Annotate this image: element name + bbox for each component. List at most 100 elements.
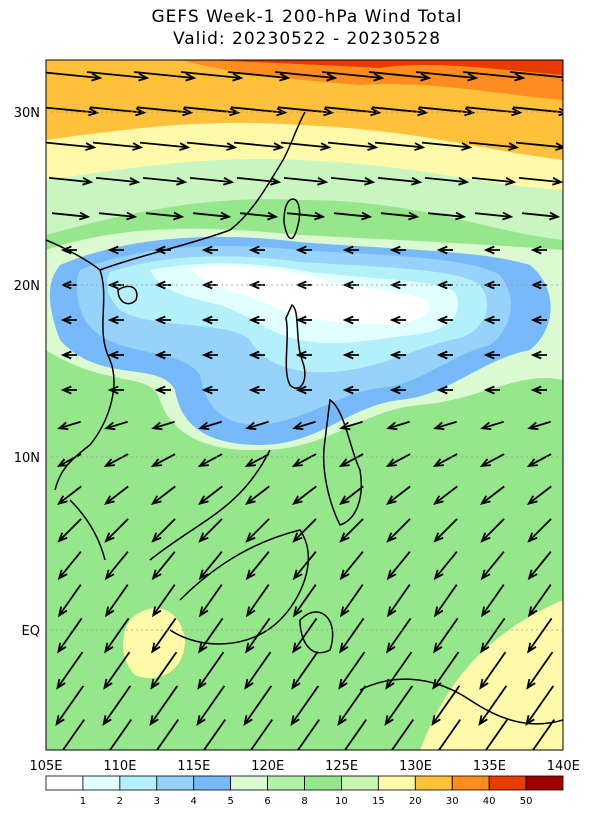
wind-arrow (155, 719, 179, 750)
wind-arrow (339, 420, 363, 431)
colorbar-box (377, 775, 416, 791)
wind-arrow (521, 211, 561, 221)
wind-arrow (368, 71, 432, 82)
colorbar-box (119, 775, 158, 791)
wind-arrow (103, 453, 129, 468)
wind-arrow (424, 176, 470, 186)
wind-arrow (531, 719, 555, 750)
wind-arrow (385, 651, 413, 690)
wind-arrow (154, 350, 171, 360)
wind-arrow (526, 485, 552, 506)
wind-arrow (333, 211, 373, 221)
wind-arrow (483, 350, 500, 360)
wind-arrow (283, 176, 329, 186)
wind-arrow (527, 420, 551, 431)
wind-arrow (295, 385, 312, 395)
wind-arrow (530, 245, 547, 255)
wind-arrow (386, 617, 412, 654)
wind-arrow (290, 685, 320, 726)
wind-arrow (57, 420, 81, 431)
wind-arrow (201, 350, 218, 360)
lat-label: EQ (22, 624, 40, 639)
lat-label: 20N (14, 279, 40, 294)
colorbar-box (45, 775, 84, 791)
wind-arrow (227, 71, 291, 82)
colorbar-label: 40 (483, 796, 496, 807)
wind-arrow (527, 584, 552, 618)
wind-arrow (46, 71, 103, 82)
wind-arrow (324, 106, 382, 117)
wind-arrow (151, 617, 177, 654)
wind-arrow (198, 617, 224, 654)
wind-arrow (248, 350, 265, 360)
wind-arrow (133, 71, 197, 82)
wind-arrow (342, 245, 359, 255)
colorbar: 1 2 3 4 5 6 8 10 15 20 30 40 50 (45, 775, 564, 807)
subtitle: Valid: 20230522 - 20230528 (173, 29, 441, 49)
wind-arrow (436, 245, 453, 255)
wind-arrow (433, 420, 457, 431)
wind-arrow (243, 685, 273, 726)
wind-arrow (244, 651, 272, 690)
colorbar-box (230, 775, 268, 791)
wind-arrow (244, 485, 270, 506)
wind-arrow (104, 617, 130, 654)
wind-arrow (248, 245, 265, 255)
wind-arrow (274, 71, 338, 82)
lon-label: 120E (251, 759, 284, 774)
wind-arrow (436, 385, 453, 395)
wind-arrow (339, 551, 364, 581)
wind-arrow (154, 245, 171, 255)
wind-arrow (104, 584, 129, 618)
wind-arrow (291, 651, 319, 690)
wind-arrow (431, 685, 461, 726)
wind-arrow (236, 176, 282, 186)
wind-arrow (483, 385, 500, 395)
wind-arrow (390, 719, 414, 750)
colorbar-label: 10 (335, 796, 348, 807)
wind-arrow (515, 141, 563, 151)
wind-arrow (286, 211, 326, 221)
wind-arrow (509, 71, 563, 82)
wind-arrow (339, 518, 364, 543)
colorbar-label: 2 (117, 796, 123, 807)
graticule (46, 111, 563, 631)
wind-arrow (245, 420, 269, 431)
colorbar-box (488, 775, 527, 791)
colorbar-label: 6 (264, 796, 270, 807)
wind-arrow (530, 350, 547, 360)
wind-arrow (277, 106, 335, 117)
wind-arrow (433, 584, 458, 618)
wind-arrow (192, 211, 232, 221)
wind-arrow (389, 350, 406, 360)
wind-arrow (197, 485, 223, 506)
wind-arrow (338, 453, 364, 468)
wind-arrow (386, 551, 411, 581)
wind-arrow (198, 551, 223, 581)
colorbar-box (267, 775, 305, 791)
colorbar-box (82, 775, 121, 791)
wind-arrow (198, 518, 223, 543)
wind-arrow (527, 617, 553, 654)
wind-arrow (142, 176, 188, 186)
wind-arrow (198, 584, 223, 618)
wind-arrow (480, 420, 504, 431)
wind-arrow (518, 176, 563, 186)
wind-arrow (107, 315, 124, 325)
wind-arrow (102, 685, 132, 726)
wind-arrow (57, 551, 82, 581)
wind-arrow (245, 584, 270, 618)
wind-arrow (48, 176, 94, 186)
wind-arrow (292, 617, 318, 654)
wind-arrow (197, 651, 225, 690)
wind-arrow (462, 71, 526, 82)
wind-arrow (380, 211, 420, 221)
wind-arrow (525, 685, 555, 726)
wind-arrow (480, 617, 506, 654)
wind-arrow (479, 453, 505, 468)
wind-arrow (483, 245, 500, 255)
wind-arrow (433, 617, 459, 654)
wind-arrow (526, 453, 552, 468)
colorbar-label: 1 (80, 796, 86, 807)
